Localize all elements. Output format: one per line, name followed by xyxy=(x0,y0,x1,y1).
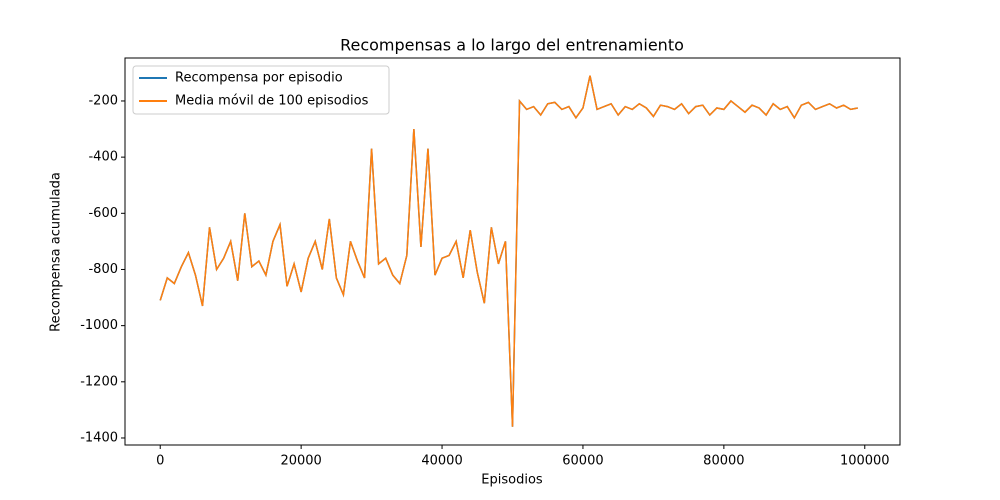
legend-label: Recompensa por episodio xyxy=(175,71,343,86)
legend-label: Media móvil de 100 episodios xyxy=(175,94,369,109)
data-line xyxy=(159,75,858,427)
chart-title: Recompensas a lo largo del entrenamiento xyxy=(340,36,684,55)
y-tick-label: -1400 xyxy=(80,430,118,445)
y-tick-label: -600 xyxy=(88,206,118,221)
plot-frame xyxy=(124,57,901,446)
y-tick-label: -200 xyxy=(88,93,118,108)
y-tick-label: -400 xyxy=(88,150,118,165)
legend: Recompensa por episodio Media móvil de 10… xyxy=(132,65,390,115)
y-tick-label: -1200 xyxy=(80,374,118,389)
x-axis-label: Episodios xyxy=(481,473,543,488)
x-tick-label: 100000 xyxy=(840,454,890,469)
x-tick-label: 0 xyxy=(156,454,164,469)
x-tick-label: 20000 xyxy=(280,454,321,469)
x-tick-label: 60000 xyxy=(562,454,603,469)
x-tick-label: 40000 xyxy=(421,454,462,469)
data-line xyxy=(159,75,858,427)
y-tick-label: -800 xyxy=(88,262,118,277)
y-tick-label: -1000 xyxy=(80,318,118,333)
legend-box xyxy=(132,65,390,115)
x-tick-label: 80000 xyxy=(703,454,744,469)
y-axis-label: Recompensa acumulada xyxy=(49,172,64,332)
